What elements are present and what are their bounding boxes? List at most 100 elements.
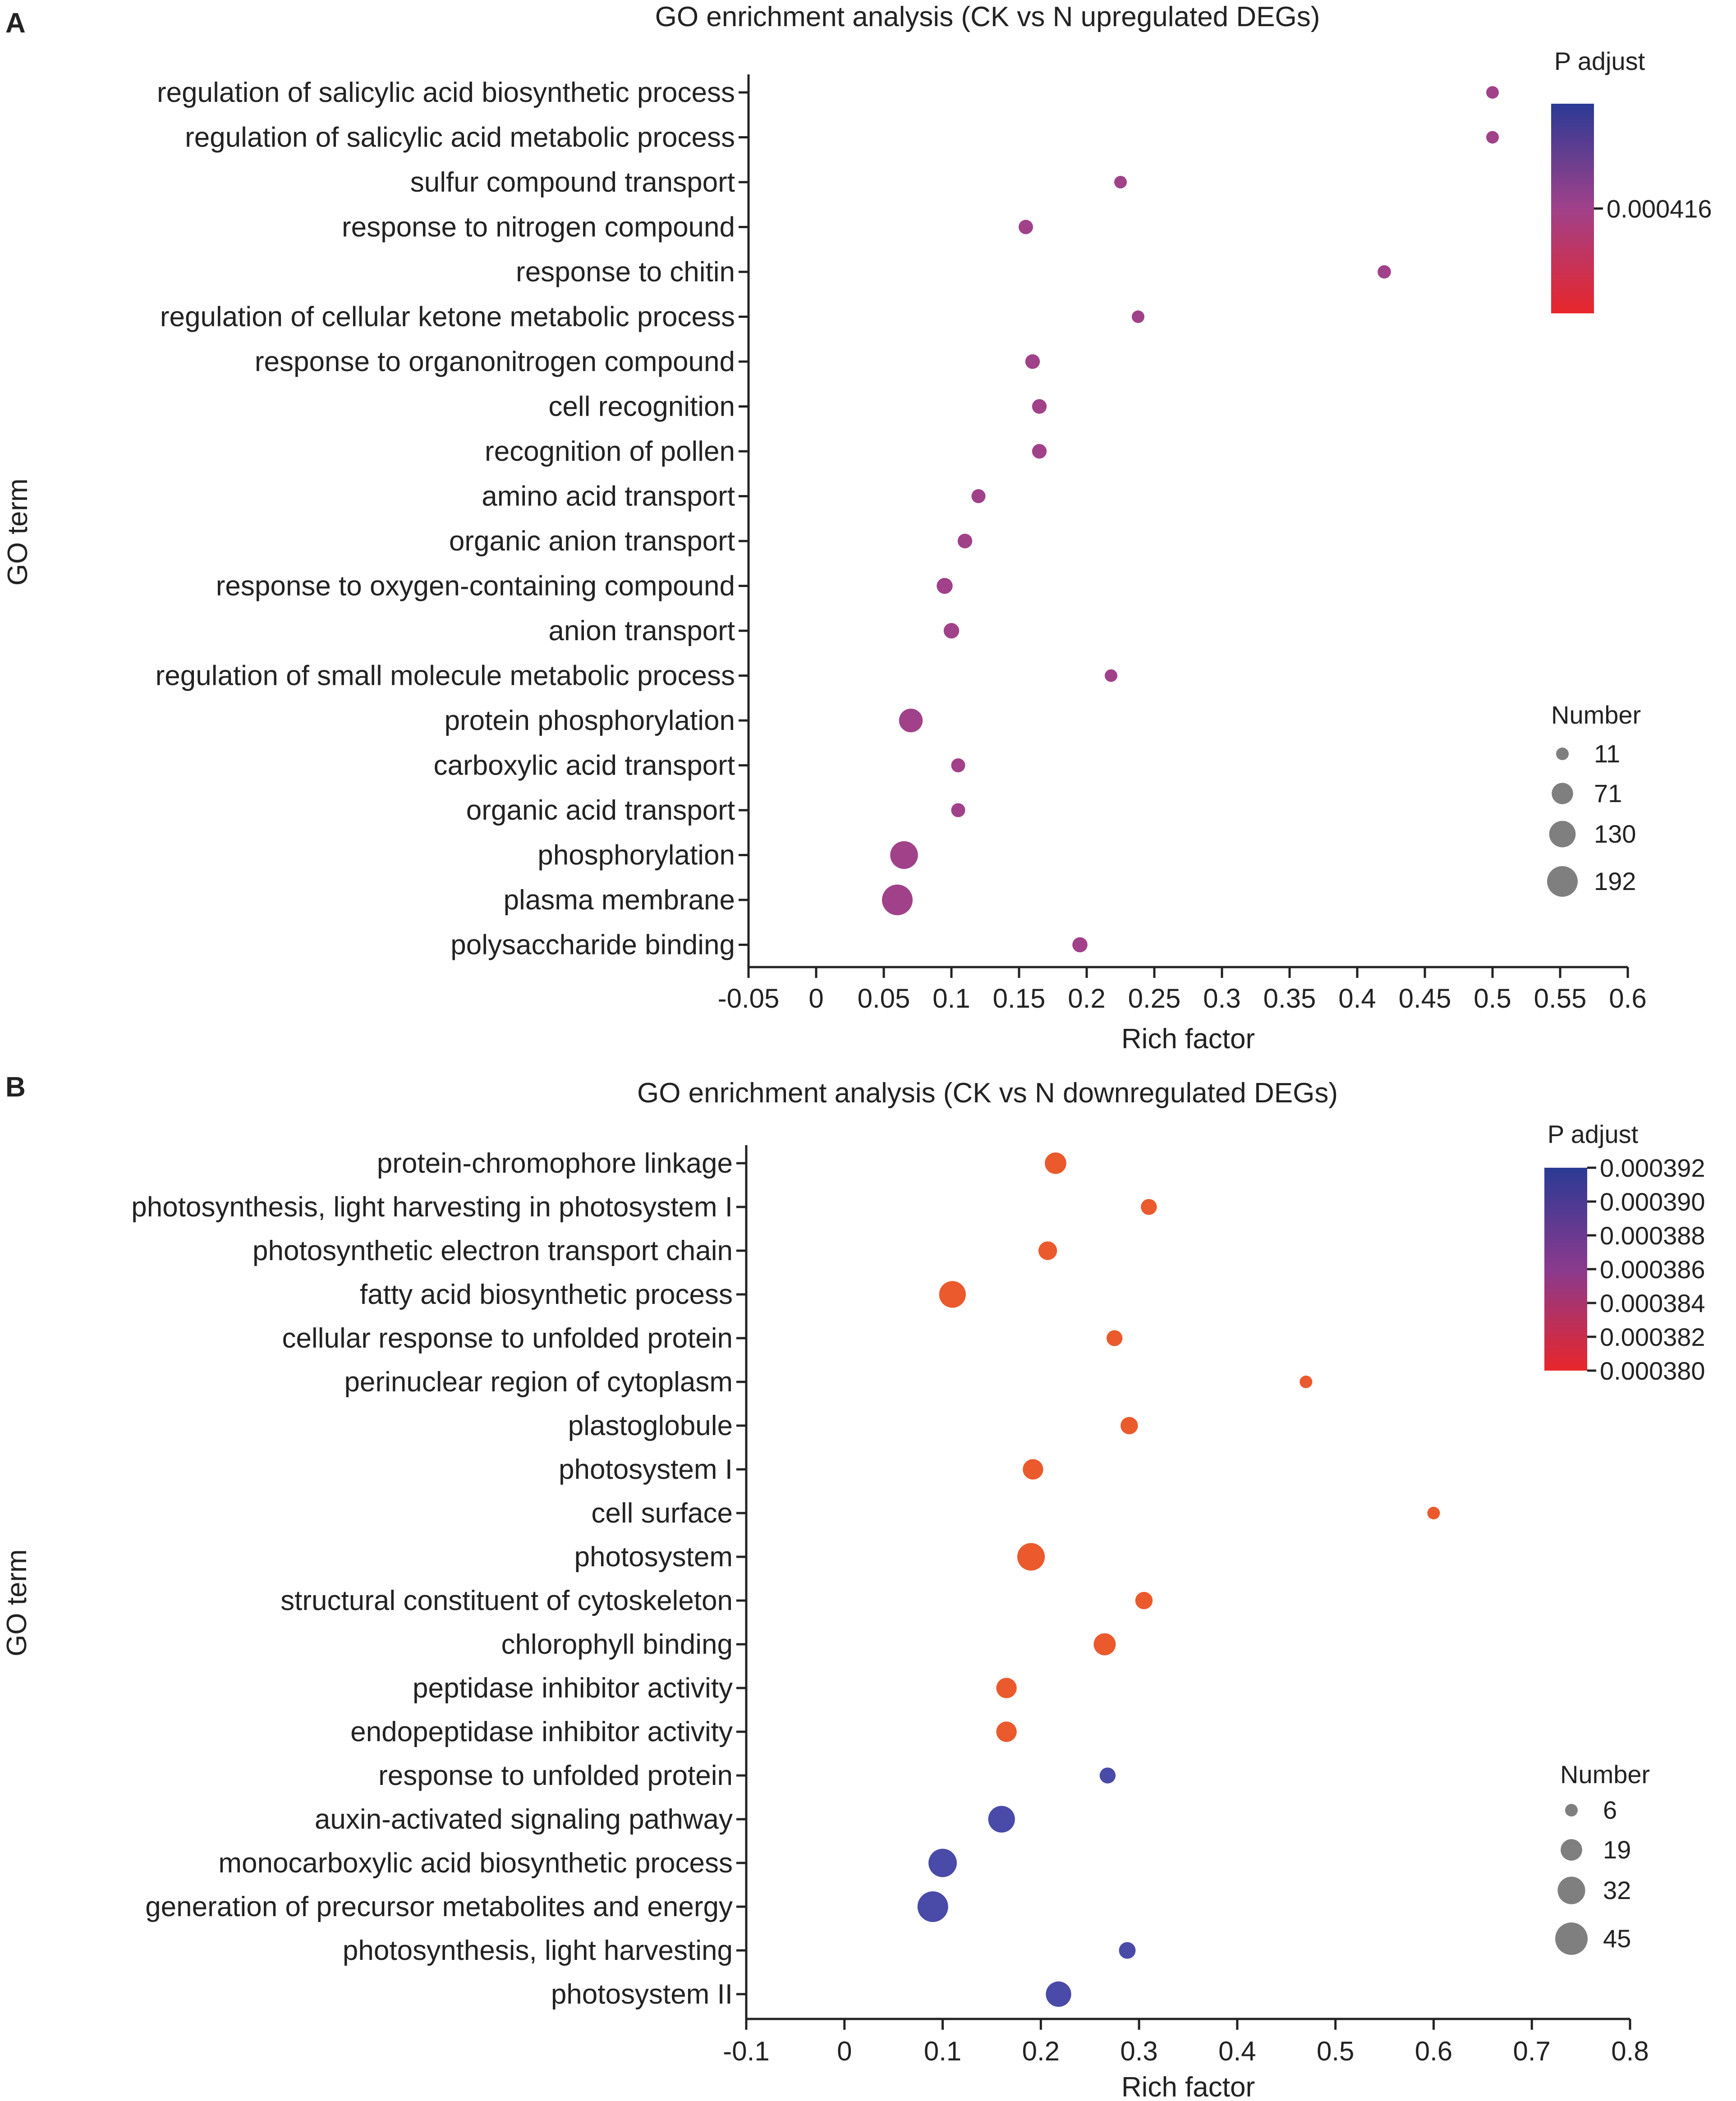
x-tick-label: 0.6	[1415, 2036, 1452, 2066]
y-axis-title: GO term	[1, 1549, 32, 1656]
category-label: peptidase inhibitor activity	[413, 1673, 733, 1704]
data-point	[1114, 176, 1127, 188]
category-label: anion transport	[548, 615, 735, 647]
category-label: sulfur compound transport	[410, 167, 735, 198]
chart-title: GO enrichment analysis (CK vs N downregu…	[637, 1078, 1338, 1109]
x-tick-label: -0.1	[723, 2036, 769, 2066]
size-legend-circle	[1557, 1876, 1585, 1904]
x-tick-label: 0.25	[1128, 983, 1181, 1014]
data-point	[1025, 354, 1040, 369]
category-label: carboxylic acid transport	[434, 750, 735, 781]
data-point	[1121, 1417, 1138, 1435]
category-label: response to chitin	[516, 257, 735, 288]
data-point	[1427, 1507, 1440, 1519]
category-label: plasma membrane	[504, 885, 735, 916]
x-tick-label: 0	[837, 2036, 852, 2066]
data-point	[917, 1891, 948, 1922]
category-label: recognition of pollen	[485, 436, 735, 467]
size-legend-label: 130	[1594, 820, 1636, 848]
category-label: regulation of small molecule metabolic p…	[156, 661, 735, 692]
data-point	[957, 533, 973, 549]
category-label: phosphorylation	[537, 840, 735, 871]
panel-b: B GO enrichment analysis (CK vs N downre…	[1, 1072, 1705, 2101]
size-legend-title: Number	[1560, 1760, 1650, 1789]
category-label: structural constituent of cytoskeleton	[280, 1585, 733, 1616]
category-label: photosynthesis, light harvesting	[343, 1935, 733, 1966]
x-tick-label: 0.4	[1218, 2036, 1256, 2066]
category-label: monocarboxylic acid biosynthetic process	[218, 1848, 733, 1879]
size-legend-title: Number	[1551, 701, 1641, 729]
data-point	[1072, 937, 1088, 953]
colorbar-tick-label: 0.000388	[1600, 1221, 1705, 1250]
category-label: amino acid transport	[482, 481, 735, 512]
category-label: photosystem II	[551, 1979, 733, 2010]
size-legend-circle	[1561, 1839, 1582, 1861]
panel-a: A GO enrichment analysis (CK vs N upregu…	[2, 1, 1712, 1055]
category-label: endopeptidase inhibitor activity	[350, 1716, 733, 1748]
x-tick-label: 0.5	[1317, 2036, 1354, 2066]
category-label: response to organonitrogen compound	[255, 346, 735, 377]
colorbar-tick-label: 0.000416	[1607, 195, 1712, 223]
category-label: generation of precursor metabolites and …	[145, 1891, 733, 1922]
y-axis-title: GO term	[2, 478, 33, 586]
colorbar-title: P adjust	[1548, 1120, 1639, 1148]
colorbar	[1544, 1168, 1587, 1371]
x-tick-label: 0.1	[924, 2036, 961, 2066]
x-tick-label: 0.45	[1399, 983, 1451, 1014]
category-label: auxin-activated signaling pathway	[315, 1804, 733, 1835]
data-point	[939, 1281, 966, 1308]
x-tick-label: 0.35	[1263, 983, 1316, 1014]
data-point	[1486, 131, 1499, 144]
category-label: protein-chromophore linkage	[377, 1148, 733, 1179]
size-legend-label: 71	[1594, 779, 1622, 807]
size-legend-label: 32	[1603, 1876, 1631, 1904]
data-point	[1135, 1592, 1153, 1610]
data-point	[971, 489, 986, 504]
x-tick-label: 0.3	[1203, 983, 1240, 1014]
data-point	[1132, 310, 1144, 323]
x-tick-label: 0.5	[1474, 983, 1511, 1014]
x-tick-label: 0.05	[858, 983, 910, 1014]
category-label: polysaccharide binding	[450, 930, 735, 961]
category-label: response to nitrogen compound	[342, 212, 735, 243]
colorbar-tick-label: 0.000386	[1600, 1255, 1705, 1284]
category-label: cell surface	[591, 1498, 733, 1529]
category-label: regulation of salicylic acid metabolic p…	[185, 122, 735, 153]
size-legend-circle	[1565, 1804, 1578, 1817]
data-point	[951, 758, 965, 773]
data-point	[996, 1721, 1017, 1742]
x-tick-label: 0.3	[1120, 2036, 1157, 2066]
category-label: photosynthesis, light harvesting in phot…	[131, 1192, 733, 1223]
colorbar-tick-label: 0.000384	[1600, 1289, 1705, 1317]
category-label: photosynthetic electron transport chain	[253, 1235, 733, 1266]
panel-b-letter: B	[5, 1072, 26, 1103]
data-point	[928, 1849, 957, 1877]
category-label: fatty acid biosynthetic process	[360, 1279, 733, 1310]
size-legend-circle	[1555, 1922, 1588, 1955]
x-tick-label: -0.05	[718, 983, 780, 1014]
category-label: plastoglobule	[568, 1410, 733, 1441]
x-axis-title: Rich factor	[1121, 1023, 1255, 1055]
category-label: protein phosphorylation	[444, 705, 735, 736]
size-legend-label: 45	[1603, 1924, 1631, 1953]
x-tick-label: 0.55	[1534, 983, 1587, 1014]
x-tick-label: 0.8	[1611, 2036, 1649, 2066]
data-point	[937, 578, 953, 594]
size-legend-circle	[1549, 821, 1576, 848]
x-tick-label: 0.2	[1022, 2036, 1060, 2066]
colorbar-tick-label: 0.000390	[1600, 1188, 1705, 1216]
data-point	[1019, 220, 1033, 234]
data-point	[1038, 1241, 1057, 1260]
data-point	[943, 623, 960, 639]
size-legend-label: 11	[1594, 739, 1620, 768]
x-tick-label: 0	[808, 983, 823, 1014]
size-legend-circle	[1547, 866, 1578, 897]
data-point	[1032, 399, 1047, 414]
category-label: response to unfolded protein	[378, 1760, 733, 1791]
data-point	[1486, 86, 1499, 99]
size-legend-circle	[1552, 783, 1573, 804]
x-tick-label: 0.7	[1513, 2036, 1551, 2066]
category-label: perinuclear region of cytoplasm	[344, 1367, 733, 1398]
category-label: regulation of salicylic acid biosyntheti…	[157, 77, 735, 108]
